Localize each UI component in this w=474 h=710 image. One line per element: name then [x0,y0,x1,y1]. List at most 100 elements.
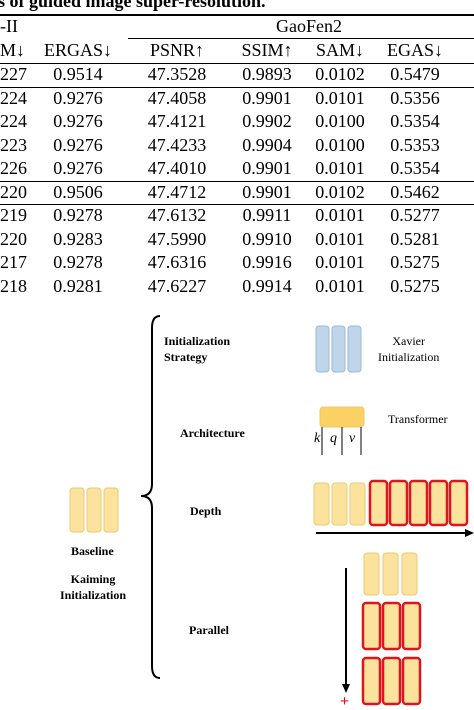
header-cell: PSNR↑ [149,40,205,60]
table-cell: 224 [0,111,27,131]
parallel-base-block [401,552,418,596]
table-cell: 0.0101 [315,205,365,225]
k-label: k [314,431,321,446]
table-cell: 0.5281 [390,228,440,249]
table-cell: 0.5356 [390,87,440,108]
table-cell: 0.0101 [315,87,365,108]
depth-base-block [331,482,348,526]
table-cell: 0.9276 [53,87,103,108]
baseline-blocks [69,487,119,533]
depth-added-block [408,479,429,527]
top-rule [0,14,474,16]
table-cell: 0.5354 [390,158,440,178]
parallel-plus: + [340,693,350,710]
header-cell: M↓ [0,40,26,60]
table-cell: 226 [0,158,27,178]
table-cell: 217 [0,252,27,272]
table-cell: 0.9276 [53,111,103,131]
depth-blocks [313,479,469,527]
table-cell: 0.9904 [242,134,292,155]
table-cell: 223 [0,134,27,155]
table-cell: 0.0100 [315,111,365,131]
table-cell: 0.9276 [53,134,103,155]
v-label: v [349,431,356,446]
table-cell: 224 [0,87,27,108]
table-cell: 0.9283 [53,228,103,249]
table-cell: 0.9893 [242,64,292,84]
parallel-added-block [401,601,422,651]
table-cell: 47.4010 [147,158,207,178]
table-cell: 0.9911 [242,205,292,225]
table-cell: 0.5275 [390,275,440,296]
parallel-added-block [381,656,402,706]
xavier-block [315,325,330,373]
left-group-label: -II [0,16,18,36]
group-rule [0,180,474,182]
table-cell: 0.9506 [53,181,103,202]
table-cell: 47.3528 [147,64,207,84]
table-cell: 0.9916 [242,252,292,272]
table-cell: 0.5277 [390,205,440,225]
parallel-added-block [381,601,402,651]
results-table: s of guided image super-resolution. -II … [0,0,474,300]
table-cell: 47.6316 [147,252,207,272]
table-cell: 0.9901 [242,87,292,108]
baseline-block [86,487,102,533]
table-cell: 47.4233 [147,134,207,155]
group-rule [0,204,474,205]
table-cell: 0.9281 [53,275,103,296]
table-cell: 47.4121 [147,111,207,131]
header-cell: ERGAS↓ [43,40,113,60]
table-cell: 0.5275 [390,252,440,272]
parallel-blocks [361,552,422,706]
table-cell: 220 [0,181,27,202]
depth-added-block [388,479,409,527]
xavier-label: Xavier Initialization [378,334,440,364]
table-cell: 0.5479 [390,64,440,84]
table-cell: 0.5353 [390,134,440,155]
parallel-added-block [401,656,422,706]
depth-added-block [368,479,389,527]
table-cell: 219 [0,205,27,225]
table-cell: 0.9278 [53,205,103,225]
depth-arrowhead [465,529,474,537]
xavier-block [347,325,362,373]
header-cell: EGAS↓ [386,40,444,60]
parallel-base-block [382,552,399,596]
kaiming-label: Kaiming Initialization [59,572,127,602]
group-underline [128,38,474,39]
table-cell: 0.0101 [315,252,365,272]
depth-base-block [349,482,366,526]
table-cell: 220 [0,228,27,249]
table-cell: 0.9901 [242,181,292,202]
table-cell: 0.9278 [53,252,103,272]
table-cell: 47.4058 [147,87,207,108]
table-cell: 47.4712 [147,181,207,202]
parallel-arrowhead [342,684,350,693]
curly-brace [140,315,161,679]
xavier-blocks [315,325,362,373]
category-depth: Depth [190,504,222,518]
table-cell: 0.0101 [315,158,365,178]
table-cell: 47.6132 [147,205,207,225]
transformer-label: Transformer [388,412,448,426]
table-cell: 0.0101 [315,275,365,296]
table-cell: 0.0102 [315,181,365,202]
xavier-block [331,325,346,373]
baseline-block [103,487,119,533]
table-cell: 47.5990 [147,228,207,249]
diagram-graphics [69,315,474,706]
parallel-added-block [361,656,382,706]
category-parallel: Parallel [189,623,229,637]
table-cell: 0.9514 [53,64,103,84]
category-architecture: Architecture [180,426,245,440]
header-rule [0,63,474,64]
table-cell: 0.9902 [242,111,292,131]
table-cell: 0.5462 [390,181,440,202]
table-cell: 227 [0,64,27,84]
table-cell: 218 [0,275,27,296]
header-cell: SAM↓ [315,40,365,60]
depth-added-block [448,479,469,527]
ablation-diagram: Initialization Strategy Architecture Dep… [0,300,474,710]
table-cell: 0.0102 [315,64,365,84]
